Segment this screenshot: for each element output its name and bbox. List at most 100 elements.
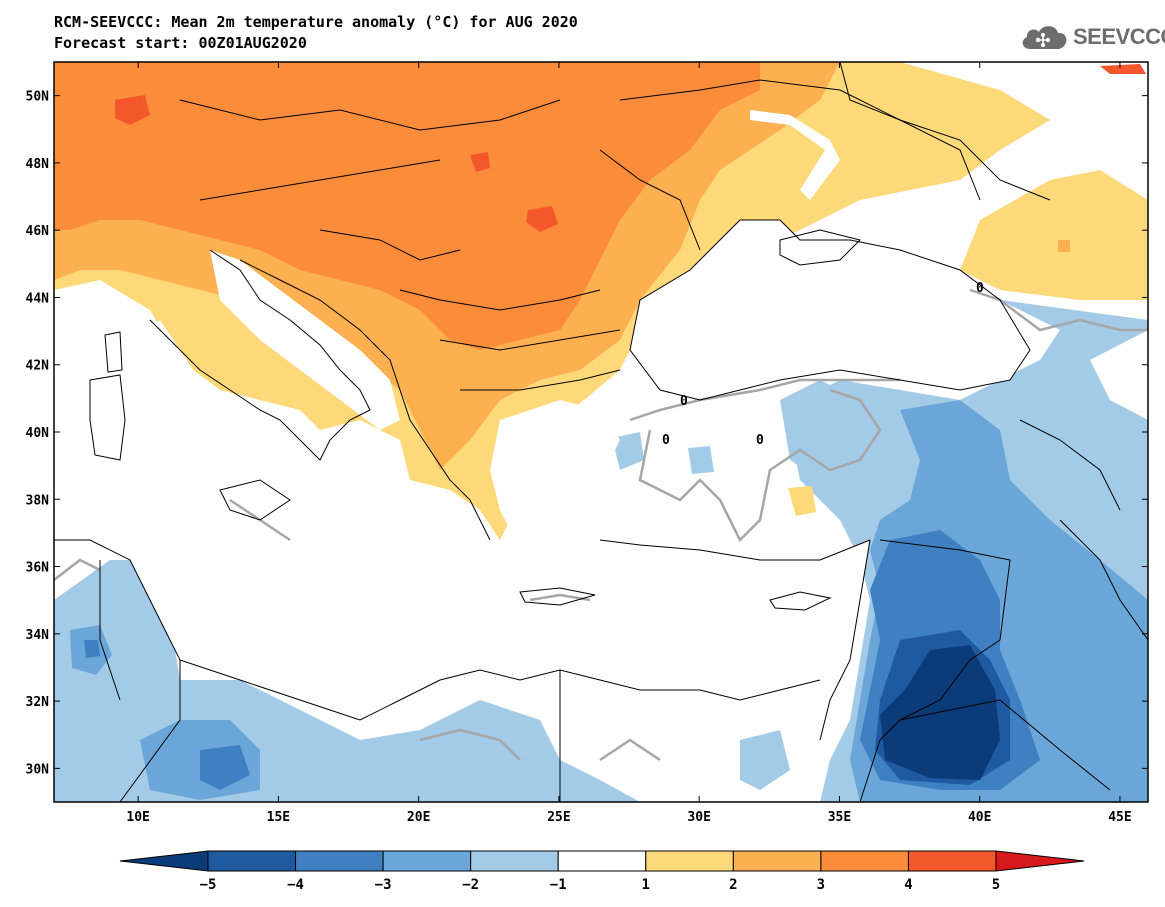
coastlines-and-borders — [54, 62, 1148, 802]
colorbar-bin — [907, 850, 997, 872]
warm-region-3-4 — [54, 62, 760, 350]
colorbar-tick-label: 1 — [642, 877, 650, 893]
colorbar-bin — [732, 850, 822, 872]
contour-label-0: 0 — [680, 394, 688, 409]
x-tick-label: 10E — [126, 810, 149, 825]
colorbar-bin — [557, 850, 647, 872]
coastline-balkans — [239, 259, 491, 541]
y-tick-label: 42N — [26, 359, 50, 374]
coastline-sicily — [219, 479, 291, 521]
colorbar: −5 −4 −3 −2 −1 1 2 3 4 5 — [119, 850, 1085, 893]
colorbar-low-extend — [119, 850, 209, 872]
zero-contour-anatolia — [638, 388, 882, 543]
border-iraq-iran — [1059, 519, 1148, 641]
y-tick-label: 38N — [26, 493, 50, 508]
coastline-crimea — [779, 229, 861, 266]
warm-hotspot-2 — [526, 206, 558, 232]
black-sea — [630, 220, 1030, 400]
mediterranean-sea — [54, 290, 870, 720]
zero-contour-algeria — [54, 558, 101, 581]
temperature-anomaly-field — [54, 62, 1148, 802]
forecast-start: Forecast start: 00Z01AUG2020 — [54, 34, 307, 52]
cool-spot-western-anatolia — [612, 432, 644, 470]
y-tick-label: 36N — [26, 561, 50, 576]
y-tick-label: 34N — [26, 628, 50, 643]
cool-spot-central-anatolia — [688, 446, 714, 474]
cool-region-libya-3-4 — [200, 745, 250, 790]
colorbar-tick-label: 2 — [729, 877, 737, 893]
x-tick-label: 40E — [968, 810, 991, 825]
zero-contour-black-sea-coast — [629, 378, 900, 422]
colorbar-bin — [382, 850, 472, 872]
river-dnieper — [750, 110, 840, 200]
y-tick-label: 44N — [26, 291, 50, 306]
x-tick-label: 45E — [1108, 810, 1131, 825]
zero-contour-caucasus — [969, 288, 1148, 332]
warm-hotspot-4 — [1100, 64, 1146, 74]
title-block: RCM-SEEVCCC: Mean 2m temperature anomaly… — [54, 12, 578, 54]
x-tick-label: 30E — [687, 810, 710, 825]
colorbar-high-extend — [995, 850, 1085, 872]
logo-text: SEEVCCC — [1073, 24, 1165, 49]
colorbar-bin — [295, 850, 384, 872]
warm-spot-caspian — [1058, 240, 1070, 252]
y-tick-label: 50N — [26, 90, 50, 105]
zero-contour-nile — [599, 738, 661, 762]
colorbar-tick-label: −4 — [287, 877, 304, 893]
cool-region-egypt — [420, 740, 500, 790]
contour-label-0: 0 — [976, 281, 984, 296]
border-libya-tunisia — [119, 660, 181, 802]
colorbar-bin — [207, 850, 297, 872]
x-tick-label: 15E — [267, 810, 290, 825]
zero-contour-libya — [419, 728, 521, 761]
coastline-corsica — [104, 331, 123, 373]
cool-region-anatolia — [780, 380, 880, 480]
coastline-crete — [519, 587, 596, 606]
x-tick-label: 25E — [547, 810, 570, 825]
y-tick-label: 32N — [26, 695, 50, 710]
colorbar-bin — [470, 850, 559, 872]
cloud-icon — [1022, 26, 1067, 49]
seevccc-logo: SEEVCCC — [1018, 22, 1165, 52]
warm-spot-anatolia — [788, 486, 816, 516]
border-ukraine-russia — [839, 62, 981, 201]
cool-region-tunisia-3-4 — [84, 640, 100, 658]
warm-hotspot-3 — [470, 152, 490, 172]
border-jordan-saudi — [899, 699, 1111, 791]
colorbar-tick-label: −5 — [200, 877, 217, 893]
axis-ticks: 10E 15E 20E 25E 30E 35E 40E 45E 50N 48N 46N 44N 42N 4… — [26, 62, 1148, 825]
border-syria-iraq — [859, 539, 1011, 802]
y-tick-label: 46N — [26, 224, 50, 239]
border-tunisia-algeria — [99, 560, 121, 701]
x-tick-label: 20E — [407, 810, 430, 825]
colorbar-tick-label: −3 — [375, 877, 392, 893]
x-tick-label: 35E — [828, 810, 851, 825]
zero-contour-crete — [529, 593, 591, 602]
y-tick-label: 30N — [26, 762, 50, 777]
colorbar-bin — [820, 850, 909, 872]
coastline-italy — [149, 249, 371, 461]
coastline-black-sea — [629, 219, 1031, 401]
coastline-sardinia — [89, 374, 126, 461]
tyrrhenian-sea — [110, 320, 260, 520]
contour-label-0: 0 — [662, 433, 670, 448]
colorbar-bin — [645, 850, 734, 872]
map-title: RCM-SEEVCCC: Mean 2m temperature anomaly… — [54, 13, 578, 31]
borders-central-europe — [179, 79, 1051, 391]
warm-hotspot-1 — [115, 95, 150, 125]
colorbar-tick-label: 5 — [992, 877, 1000, 893]
aegean-sea — [490, 400, 620, 560]
colorbar-tick-label: 3 — [817, 877, 825, 893]
border-turkey-east — [1019, 419, 1121, 511]
colorbar-tick-label: 4 — [904, 877, 912, 893]
y-tick-label: 48N — [26, 157, 50, 172]
coastline-levant — [819, 539, 871, 741]
adriatic-sea — [210, 250, 400, 430]
cool-spot-egypt — [740, 730, 790, 790]
caspian-sea — [1090, 330, 1148, 420]
coastline-north-africa — [54, 539, 821, 721]
colorbar-tick-label: −2 — [462, 877, 479, 893]
contour-label-0: 0 — [756, 433, 764, 448]
y-tick-label: 40N — [26, 426, 50, 441]
